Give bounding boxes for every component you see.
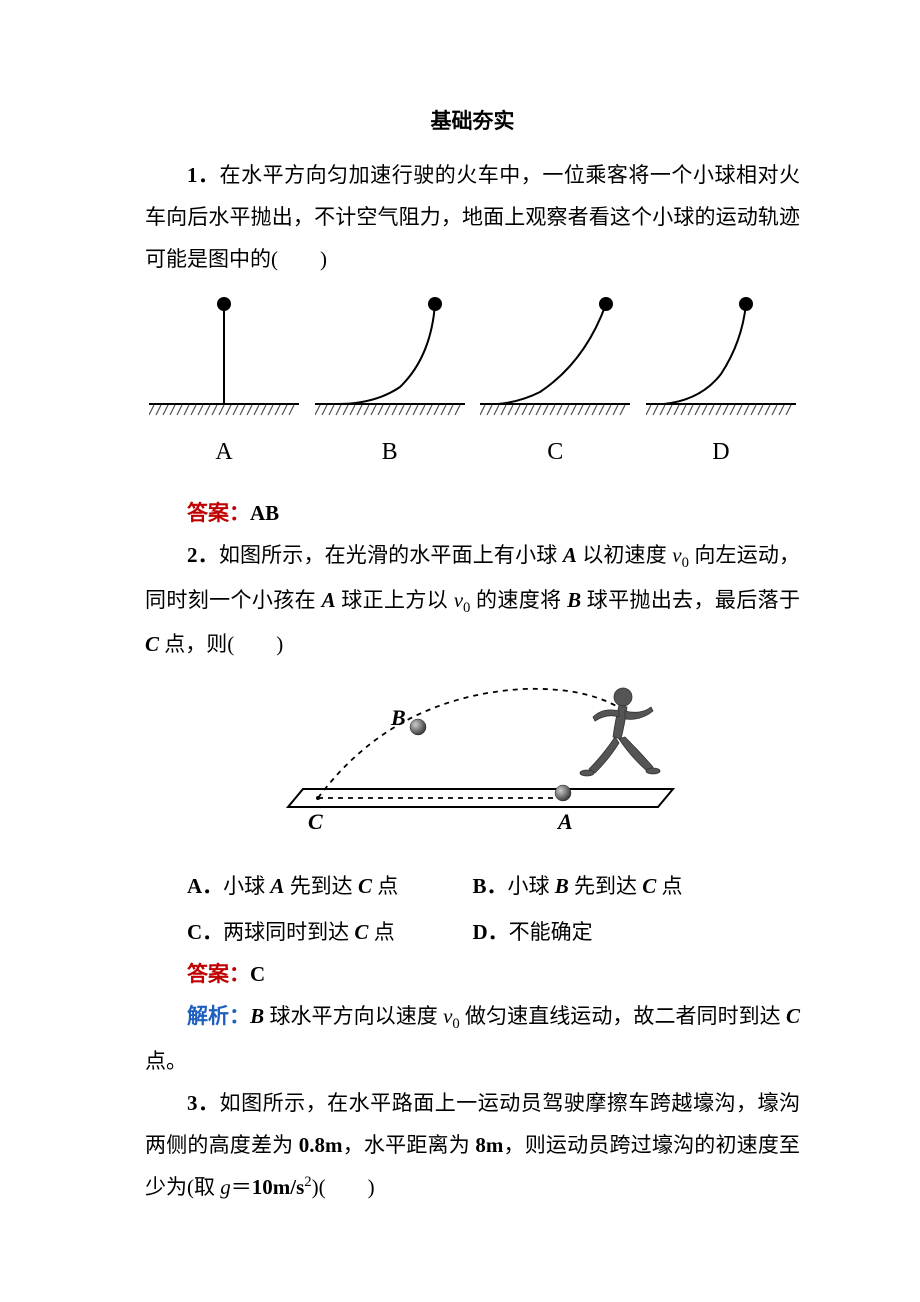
q1-panel-a	[149, 292, 299, 422]
q3-text: 3．如图所示，在水平路面上一运动员驾驶摩擦车跨越壕沟，壕沟两侧的高度差为 0.8…	[145, 1082, 800, 1208]
q2-text: 2．如图所示，在光滑的水平面上有小球 A 以初速度 v0 向左运动，同时刻一个小…	[145, 534, 800, 665]
q2-body: 如图所示，在光滑的水平面上有小球 A 以初速度 v0 向左运动，同时刻一个小孩在…	[145, 543, 800, 656]
q1-label-c: C	[480, 428, 630, 476]
analysis-label: 解析：	[187, 1004, 250, 1028]
q2-analysis: 解析：B 球水平方向以速度 v0 做匀速直线运动，故二者同时到达 C 点。	[145, 995, 800, 1082]
q1-panel-b	[315, 292, 465, 422]
q2-choice-b: B．小球 B 先到达 C 点	[473, 865, 801, 907]
q1-label-d: D	[646, 428, 796, 476]
q2-answer: 答案：C	[145, 953, 800, 995]
q2-choice-a: A．小球 A 先到达 C 点	[145, 865, 473, 907]
q1-body: 在水平方向匀加速行驶的火车中，一位乘客将一个小球相对火车向后水平抛出，不计空气阻…	[145, 163, 800, 271]
q1-label-b: B	[315, 428, 465, 476]
q3-number: 3．	[187, 1091, 220, 1115]
q3-body: 如图所示，在水平路面上一运动员驾驶摩擦车跨越壕沟，壕沟两侧的高度差为 0.8m，…	[145, 1091, 800, 1199]
q2-choice-c: C．两球同时到达 C 点	[145, 911, 473, 953]
q1-panel-c	[480, 292, 630, 422]
q1-text: 1．在水平方向匀加速行驶的火车中，一位乘客将一个小球相对火车向后水平抛出，不计空…	[145, 154, 800, 280]
svg-text:C: C	[308, 809, 323, 834]
q1-label-row: A B C D	[145, 428, 800, 476]
section-title: 基础夯实	[145, 100, 800, 142]
q2-figure: B A C	[145, 677, 800, 847]
q2-scene-svg: B A C	[263, 677, 683, 847]
answer-label: 答案：	[187, 501, 250, 525]
q2-number: 2．	[187, 543, 219, 567]
q2-answer-value: C	[250, 962, 265, 986]
svg-text:A: A	[556, 809, 573, 834]
answer-label: 答案：	[187, 962, 250, 986]
q2-choice-row-1: A．小球 A 先到达 C 点 B．小球 B 先到达 C 点	[145, 865, 800, 907]
q1-answer: 答案：AB	[145, 492, 800, 534]
q1-figure-row	[145, 292, 800, 422]
q1-number: 1．	[187, 163, 220, 187]
q2-choice-d: D．不能确定	[473, 911, 801, 953]
svg-text:B: B	[390, 705, 406, 730]
q1-panel-d	[646, 292, 796, 422]
q1-answer-value: AB	[250, 501, 279, 525]
q2-choice-row-2: C．两球同时到达 C 点 D．不能确定	[145, 911, 800, 953]
q1-label-a: A	[149, 428, 299, 476]
